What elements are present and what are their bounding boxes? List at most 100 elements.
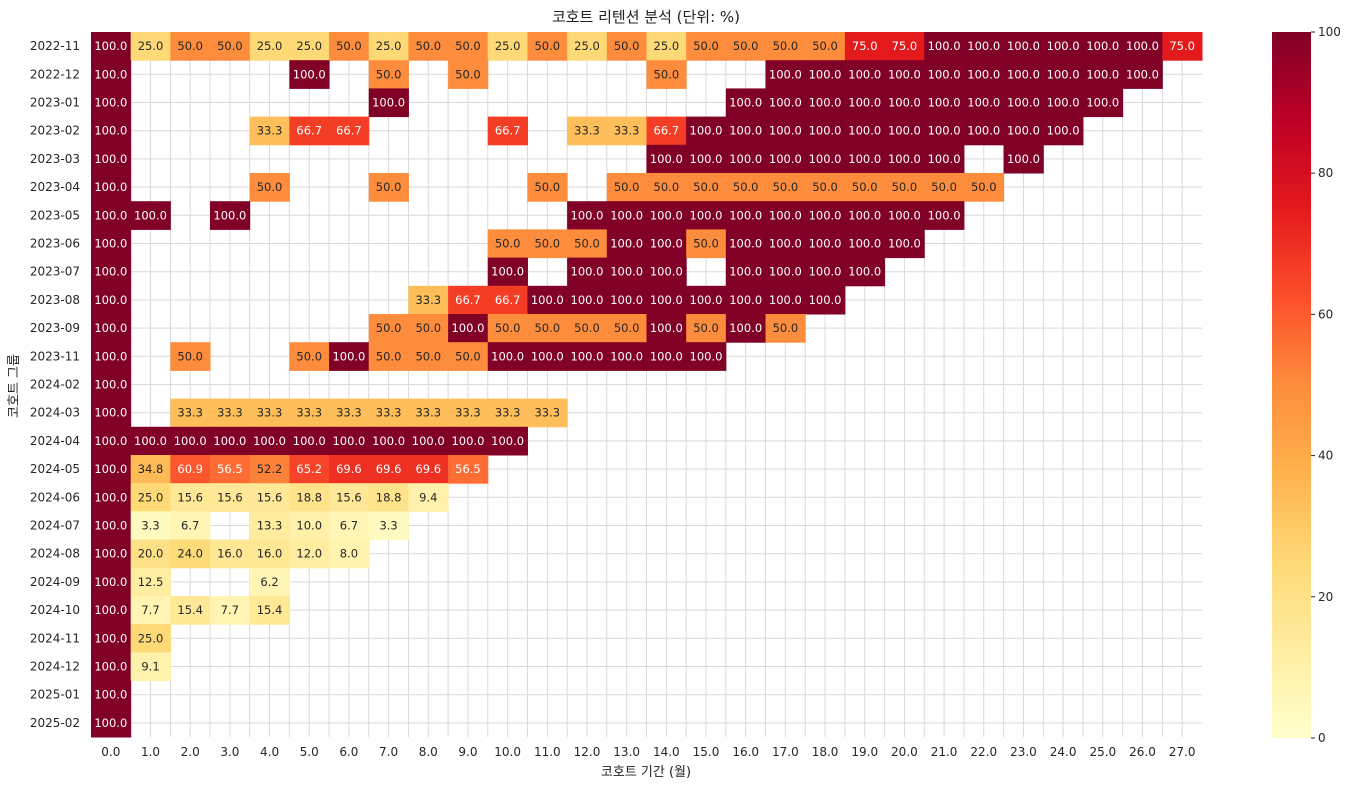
cell-value-label: 6.2 [260,575,278,589]
heatmap-cell [567,116,608,146]
cell-value-label: 33.3 [495,406,521,420]
heatmap-cell [130,624,171,653]
heatmap-cell [884,88,925,118]
heatmap-cell [1082,88,1124,118]
heatmap-cell [487,398,528,428]
cell-value-label: 100.0 [94,67,127,81]
cell-value-label: 50.0 [336,39,362,53]
heatmap-cell [210,426,251,456]
heatmap-cell [91,652,132,682]
heatmap-cell [1082,60,1124,89]
cell-value-label: 100.0 [134,208,167,222]
heatmap-cell [567,342,608,371]
cell-value-label: 50.0 [693,180,719,194]
cell-value-label: 100.0 [94,180,127,194]
cell-value-label: 100.0 [888,152,921,166]
heatmap-cell [170,483,211,512]
cell-value-label: 15.6 [257,490,283,504]
cell-value-label: 100.0 [769,265,802,279]
heatmap-cell [289,455,330,484]
cell-value-label: 66.7 [296,124,322,138]
cell-value-label: 100.0 [729,208,762,222]
cell-value-label: 66.7 [495,293,521,307]
heatmap-cell [765,88,806,118]
heatmap-cell [249,567,290,597]
heatmap-cell [646,116,687,146]
cell-value-label: 34.8 [138,462,164,476]
cell-value-label: 9.4 [419,490,437,504]
cell-value-label: 100.0 [888,96,921,110]
cell-value-label: 16.0 [217,547,243,561]
heatmap-cell [91,60,132,89]
heatmap-cell [289,116,330,146]
heatmap-cell [408,314,449,343]
heatmap-cell [91,455,132,484]
cell-value-label: 100.0 [531,293,564,307]
heatmap-cell [686,229,727,259]
cell-value-label: 100.0 [332,349,365,363]
cell-value-label: 13.3 [257,519,283,533]
cell-value-label: 69.6 [415,462,441,476]
heatmap-cell [408,342,449,371]
cell-value-label: 100.0 [293,434,326,448]
heatmap-cell [527,342,568,371]
heatmap-cell [765,173,806,202]
heatmap-cell [805,173,846,202]
cell-value-label: 33.3 [455,406,481,420]
cell-value-label: 100.0 [94,631,127,645]
heatmap-cell [1043,60,1084,89]
cell-value-label: 66.7 [455,293,481,307]
cell-value-label: 100.0 [650,265,683,279]
heatmap-cell [765,144,806,174]
colorbar-tick-label: 0 [1318,731,1326,745]
cell-value-label: 100.0 [1047,67,1080,81]
heatmap-cell [765,60,806,89]
cell-value-label: 56.5 [217,462,243,476]
cell-value-label: 100.0 [610,293,643,307]
heatmap-cell [765,229,806,259]
heatmap-cell [210,201,251,230]
heatmap-cell [91,342,132,371]
heatmap-cell [487,285,528,315]
y-axis-label: 코호트 그룹 [7,354,22,418]
heatmap-cell [924,144,965,174]
heatmap-cell [844,116,886,146]
y-tick-label: 2024-11 [30,631,80,645]
cell-value-label: 100.0 [848,208,881,222]
heatmap-cell [448,398,489,428]
x-tick-label: 11.0 [534,745,561,759]
heatmap-cell [805,88,846,118]
cell-value-label: 15.6 [336,490,362,504]
heatmap-cell [289,342,330,371]
heatmap-cell [884,201,925,230]
heatmap-cell [606,314,647,343]
cell-value-label: 100.0 [571,208,604,222]
cell-value-label: 50.0 [931,180,957,194]
heatmap-cell [686,342,727,371]
heatmap-cell [91,680,132,710]
cell-value-label: 100.0 [650,237,683,251]
heatmap-cell [210,455,251,484]
cell-value-label: 100.0 [690,152,723,166]
heatmap-cell [130,426,171,456]
cell-value-label: 7.7 [141,603,159,617]
cell-value-label: 15.4 [257,603,283,617]
heatmap-cell [289,511,330,541]
heatmap-cell [130,511,171,541]
cell-value-label: 100.0 [888,208,921,222]
cell-value-label: 100.0 [769,67,802,81]
cell-value-label: 50.0 [415,349,441,363]
heatmap-cell [527,32,568,61]
heatmap-cell [368,88,409,118]
heatmap-cell [765,314,806,343]
y-tick-label: 2024-10 [30,603,80,617]
cell-value-label: 69.6 [336,462,362,476]
colorbar-tick-label: 80 [1318,166,1333,180]
heatmap-cell [487,32,528,61]
cell-value-label: 100.0 [809,208,842,222]
heatmap-cell [805,257,846,287]
cell-value-label: 50.0 [534,180,560,194]
heatmap-cell [130,596,171,625]
heatmap-cell [805,32,846,61]
heatmap-cell [329,116,370,146]
